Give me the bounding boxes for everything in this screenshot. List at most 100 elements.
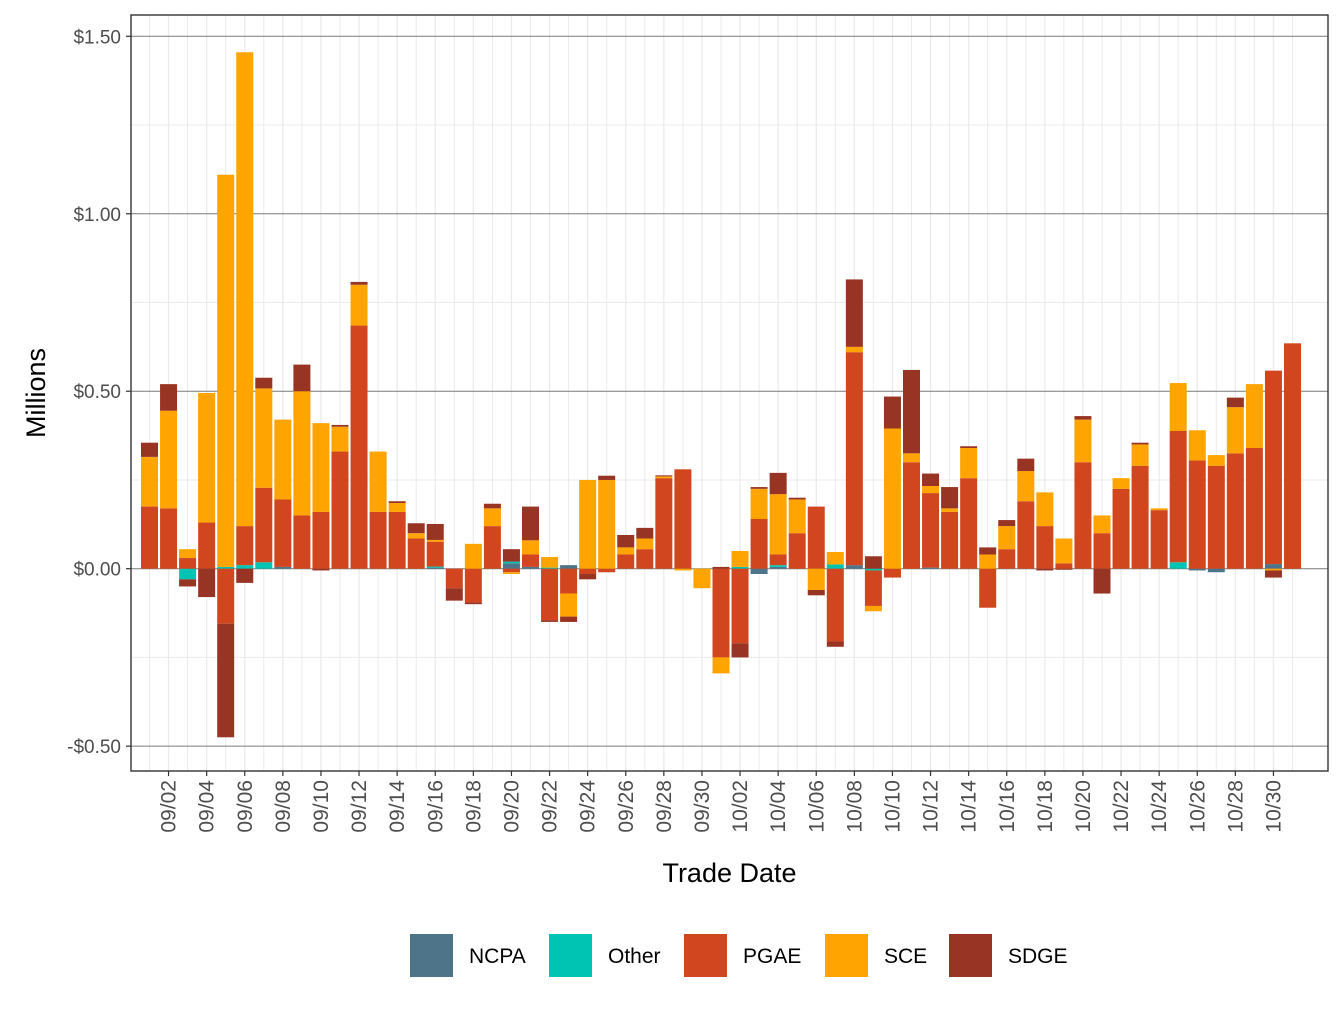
bar-sce-10-07	[826, 552, 844, 565]
legend-item-other: Other	[549, 934, 661, 977]
legend-label: SCE	[884, 945, 927, 968]
bar-ncpa-10-03	[750, 568, 768, 575]
x-tick-label: 09/10	[310, 780, 333, 833]
x-tick-label: 10/28	[1224, 780, 1247, 833]
bar-sce-09-23	[560, 593, 578, 617]
x-tick-label: 10/14	[958, 780, 981, 833]
bar-ncpa-10-30	[1264, 564, 1282, 569]
bar-pgae-10-12	[922, 493, 940, 568]
bar-other-09-22	[541, 567, 559, 569]
bar-sce-10-03	[750, 488, 768, 519]
bar-pgae-09-11	[331, 451, 349, 569]
bar-sce-09-08	[274, 419, 292, 500]
bar-sdge-09-14	[388, 501, 406, 504]
legend-key-ncpa	[410, 934, 453, 977]
bar-ncpa-09-21	[522, 566, 539, 569]
bar-sdge-09-06	[236, 568, 254, 583]
bar-pgae-10-18	[1036, 526, 1054, 569]
bar-sdge-10-13	[941, 487, 959, 509]
bar-pgae-09-14	[388, 511, 406, 569]
bar-sce-10-11	[903, 453, 920, 463]
bar-sdge-09-25	[598, 475, 616, 480]
bar-sdge-09-19	[483, 503, 501, 509]
bar-sce-10-23	[1131, 444, 1149, 466]
bar-pgae-09-20	[502, 568, 520, 573]
bar-pgae-09-24	[579, 568, 597, 575]
bar-sdge-09-10	[312, 568, 330, 571]
bar-sdge-09-24	[579, 574, 597, 580]
x-tick-label: 10/24	[1148, 780, 1171, 833]
x-tick-label: 09/02	[158, 780, 181, 833]
bar-pgae-09-28	[655, 478, 673, 569]
bar-pgae-09-09	[293, 515, 311, 569]
x-tick-label: 09/18	[462, 780, 485, 833]
y-axis-title: Millions	[21, 348, 51, 438]
bar-ncpa-10-27	[1207, 568, 1225, 573]
legend-item-pgae: PGAE	[684, 934, 801, 977]
bar-sce-09-19	[483, 508, 501, 527]
bar-sdge-10-28	[1226, 397, 1244, 408]
bar-sce-10-06	[807, 568, 825, 590]
bar-sdge-09-22	[541, 620, 559, 622]
bar-sce-09-27	[636, 538, 654, 550]
bar-pgae-09-13	[369, 511, 387, 569]
bar-sdge-10-09	[864, 556, 882, 569]
bar-sce-10-05	[788, 499, 806, 534]
bar-other-09-06	[236, 565, 254, 569]
bar-pgae-09-16	[426, 541, 444, 567]
bar-pgae-09-15	[407, 538, 425, 569]
bar-pgae-10-26	[1188, 460, 1206, 569]
bar-sce-10-14	[960, 448, 978, 479]
bar-sce-10-21	[1093, 515, 1111, 534]
bars	[141, 52, 1301, 738]
bar-sce-10-16	[998, 526, 1016, 550]
bar-sdge-10-18	[1036, 568, 1054, 571]
x-tick-label: 09/14	[386, 780, 409, 833]
bar-pgae-09-19	[483, 526, 501, 569]
bar-pgae-10-21	[1093, 533, 1111, 569]
bar-sce-09-02	[160, 410, 178, 509]
bar-sce-09-06	[236, 52, 254, 527]
bar-sce-09-30	[693, 568, 711, 589]
x-tick-label: 09/12	[348, 780, 371, 833]
x-tick-label: 10/16	[996, 780, 1019, 833]
bar-sdge-10-10	[883, 396, 901, 429]
bar-pgae-09-25	[598, 568, 616, 573]
y-tick-label: $1.50	[73, 27, 121, 48]
bar-sdge-10-30	[1264, 570, 1282, 578]
legend-key-pgae	[684, 934, 727, 977]
x-axis: 09/02 09/04 09/06 09/08 09/10 09/12 09/14 09/16…	[158, 771, 1285, 833]
bar-pgae-10-23	[1131, 465, 1149, 569]
bar-sdge-09-16	[426, 523, 444, 540]
bar-sdge-10-15	[979, 547, 997, 555]
bar-other-09-03	[179, 568, 197, 580]
bar-sdge-10-23	[1131, 442, 1149, 445]
bar-other-10-09	[864, 568, 882, 571]
bar-pgae-09-29	[674, 469, 692, 569]
x-tick-label: 10/02	[729, 780, 752, 833]
legend-key-other	[549, 934, 592, 977]
legend-label: Other	[608, 945, 661, 968]
legend-key-sdge	[949, 934, 992, 977]
bar-sdge-09-05	[217, 623, 235, 738]
bar-sce-09-24	[579, 479, 597, 569]
bar-ncpa-10-04	[769, 566, 787, 569]
bar-pgae-10-09	[864, 570, 882, 606]
bar-sdge-10-07	[826, 641, 844, 647]
bar-sdge-09-23	[560, 616, 578, 622]
bar-sdge-10-03	[750, 487, 768, 489]
legend-key-sce	[825, 934, 868, 977]
bar-sdge-10-21	[1093, 568, 1111, 594]
bar-ncpa-09-23	[560, 565, 578, 569]
bar-sce-09-05	[217, 174, 235, 567]
bar-pgae-10-20	[1074, 462, 1092, 569]
bar-sdge-10-06	[807, 589, 825, 596]
bar-other-10-07	[826, 564, 844, 569]
x-tick-label: 09/08	[272, 780, 295, 833]
bar-other-10-04	[769, 565, 787, 567]
bar-sce-09-21	[522, 540, 539, 555]
y-tick-label: -$0.50	[67, 737, 121, 758]
bar-sdge-10-17	[1017, 458, 1035, 472]
